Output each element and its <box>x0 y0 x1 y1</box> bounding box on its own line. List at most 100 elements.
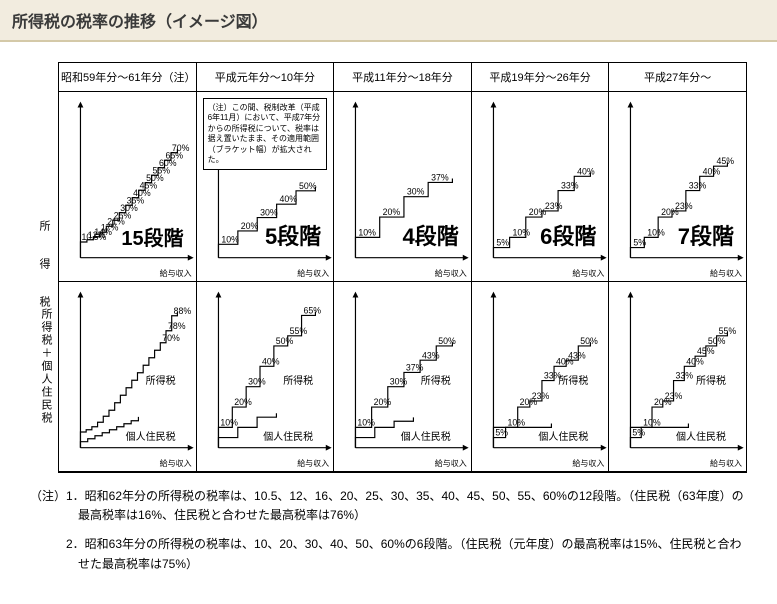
series-label: 所得税 <box>696 372 726 387</box>
page-title: 所得税の税率の推移（イメージ図） <box>0 0 777 42</box>
footnote: 2．昭和63年分の所得税の税率は、10、20、30、40、50、60%の6段階。… <box>30 535 747 573</box>
svg-text:10%: 10% <box>507 417 525 427</box>
chart-column: 平成27年分～5%10%20%23%33%40%45%7段階給与収入5%10%2… <box>609 63 746 472</box>
bracket-count-label: 7段階 <box>678 219 734 251</box>
svg-text:33%: 33% <box>676 371 694 381</box>
x-axis-label: 給与収入 <box>572 268 604 279</box>
svg-text:55%: 55% <box>719 326 737 336</box>
svg-text:10%: 10% <box>221 234 239 244</box>
series-label: 所得税 <box>146 372 176 387</box>
svg-text:23%: 23% <box>675 201 693 211</box>
svg-text:5%: 5% <box>495 428 508 438</box>
chart-column: 平成11年分～18年分 10% 20% 30% 37% 4段階給与収入 10% 20% 30% 3… <box>334 63 472 472</box>
series-label: 所得税 <box>558 372 588 387</box>
svg-text:40%: 40% <box>279 194 297 204</box>
column-header: 平成27年分～ <box>609 63 746 92</box>
x-axis-label: 給与収入 <box>297 268 329 279</box>
svg-text:70%: 70% <box>172 143 190 153</box>
svg-text:40%: 40% <box>262 356 280 366</box>
bracket-count-label: 4段階 <box>403 219 459 251</box>
bracket-count-label: 5段階 <box>265 219 321 251</box>
svg-text:55%: 55% <box>289 326 307 336</box>
chart-cell-top: 10%20%30%40%50%（注）この間、税制改革（平成6年11月）において、… <box>197 92 334 282</box>
chart-cell-bottom: 10%20%30%40%50%55%65%所得税個人住民税給与収入 <box>197 282 334 472</box>
series-label: 個人住民税 <box>263 428 313 443</box>
svg-text:45%: 45% <box>717 156 735 166</box>
svg-text:30%: 30% <box>390 377 408 387</box>
series-label: 所得税 <box>421 372 451 387</box>
svg-text:43%: 43% <box>568 350 586 360</box>
x-axis-label: 給与収入 <box>435 458 467 469</box>
svg-text:37%: 37% <box>431 172 449 182</box>
svg-text:50%: 50% <box>708 336 726 346</box>
chart-cell-top: 5%10% 20%23% 33% 40% 6段階給与収入 <box>472 92 609 282</box>
chart-cell-bottom: 5%10%20%23%33%40%45%50%55%所得税個人住民税給与収入 <box>609 282 746 472</box>
svg-text:10%: 10% <box>644 417 662 427</box>
chart-note: （注）この間、税制改革（平成6年11月）において、平成7年分からの所得税について… <box>203 98 328 170</box>
svg-text:50%: 50% <box>580 336 598 346</box>
column-header: 昭和59年分～61年分（注） <box>59 63 196 92</box>
svg-text:23%: 23% <box>532 391 550 401</box>
footnote: （注）1．昭和62年分の所得税の税率は、10.5、12、16、20、25、30、… <box>30 487 747 525</box>
series-label: 個人住民税 <box>538 428 588 443</box>
svg-text:20%: 20% <box>234 397 252 407</box>
svg-text:10%: 10% <box>358 417 376 427</box>
svg-text:23%: 23% <box>665 391 683 401</box>
footnotes: （注）1．昭和62年分の所得税の税率は、10.5、12、16、20、25、30、… <box>30 487 747 574</box>
chart-column: 平成元年分～10年分10%20%30%40%50%（注）この間、税制改革（平成6… <box>197 63 335 472</box>
svg-text:23%: 23% <box>545 201 563 211</box>
svg-text:10%: 10% <box>512 227 530 237</box>
svg-text:20%: 20% <box>528 207 546 217</box>
series-label: 個人住民税 <box>676 428 726 443</box>
svg-text:10%: 10% <box>359 227 377 237</box>
svg-text:33%: 33% <box>561 181 579 191</box>
svg-text:88%: 88% <box>174 306 192 316</box>
svg-text:5%: 5% <box>634 238 647 248</box>
x-axis-label: 給与収入 <box>435 268 467 279</box>
svg-text:50%: 50% <box>275 336 293 346</box>
chart-cell-bottom: 70%78%88%所得税個人住民税給与収入 <box>59 282 196 472</box>
series-label: 個人住民税 <box>126 428 176 443</box>
svg-text:20%: 20% <box>374 397 392 407</box>
chart-cell-bottom: 10% 20% 30% 37% 43% 50% 所得税個人住民税給与収入 <box>334 282 471 472</box>
chart-column: 昭和59年分～61年分（注）10.5%12%14%17%21%25%30%35%… <box>59 63 197 472</box>
x-axis-label: 給与収入 <box>297 458 329 469</box>
chart-column: 平成19年分～26年分5%10%20%23%33%40%6段階給与収入5%10%… <box>472 63 610 472</box>
svg-text:5%: 5% <box>496 238 509 248</box>
svg-text:33%: 33% <box>689 181 707 191</box>
series-label: 個人住民税 <box>401 428 451 443</box>
bracket-count-label: 15段階 <box>121 222 183 251</box>
chart-grid: 昭和59年分～61年分（注）10.5%12%14%17%21%25%30%35%… <box>58 62 747 473</box>
svg-text:10%: 10% <box>648 227 666 237</box>
svg-text:43%: 43% <box>422 350 440 360</box>
svg-text:40%: 40% <box>577 166 595 176</box>
chart-cell-top: 10% 20% 30% 37% 4段階給与収入 <box>334 92 471 282</box>
x-axis-label: 給与収入 <box>572 458 604 469</box>
column-header: 平成11年分～18年分 <box>334 63 471 92</box>
svg-text:40%: 40% <box>703 166 721 176</box>
svg-text:30%: 30% <box>248 377 266 387</box>
svg-text:30%: 30% <box>407 187 425 197</box>
svg-text:37%: 37% <box>406 362 424 372</box>
x-axis-label: 給与収入 <box>710 268 742 279</box>
svg-text:40%: 40% <box>687 356 705 366</box>
column-header: 平成元年分～10年分 <box>197 63 334 92</box>
chart-area: 所 得 税 昭和59年分～61年分（注）10.5%12%14%17%21%25%… <box>0 42 777 604</box>
svg-text:70%: 70% <box>162 333 180 343</box>
svg-text:45%: 45% <box>697 346 715 356</box>
svg-text:20%: 20% <box>383 207 401 217</box>
chart-cell-top: 10.5%12%14%17%21%25%30%35%40%45%50%55%60… <box>59 92 196 282</box>
svg-text:30%: 30% <box>260 208 278 218</box>
svg-text:50%: 50% <box>438 336 456 346</box>
svg-text:5%: 5% <box>633 428 646 438</box>
chart-cell-bottom: 5%10%20%23%33%40%43%50%所得税個人住民税給与収入 <box>472 282 609 472</box>
row-label-bottom: 所得税＋個人住民税 <box>30 308 54 425</box>
x-axis-label: 給与収入 <box>160 458 192 469</box>
series-label: 所得税 <box>283 372 313 387</box>
x-axis-label: 給与収入 <box>710 458 742 469</box>
svg-text:65%: 65% <box>303 305 321 315</box>
bracket-count-label: 6段階 <box>540 219 596 251</box>
chart-cell-top: 5%10%20%23%33%40%45%7段階給与収入 <box>609 92 746 282</box>
column-header: 平成19年分～26年分 <box>472 63 609 92</box>
x-axis-label: 給与収入 <box>160 268 192 279</box>
